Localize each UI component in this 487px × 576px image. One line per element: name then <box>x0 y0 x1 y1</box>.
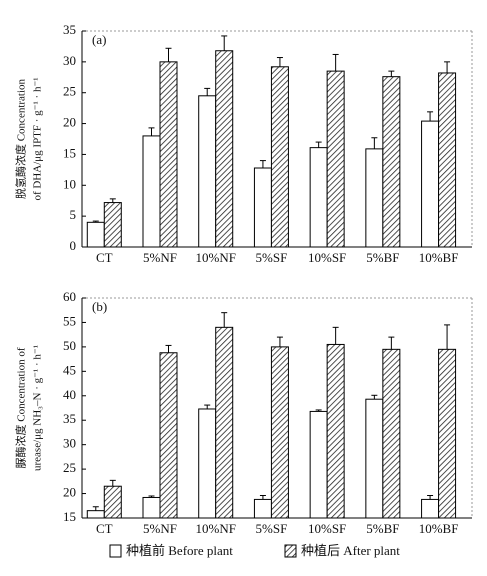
legend-swatch <box>109 544 122 558</box>
bar <box>382 76 401 248</box>
bar <box>270 346 289 519</box>
y-tick-label: 50 <box>63 338 76 353</box>
x-tick-label: 10%BF <box>419 250 459 265</box>
bar <box>253 498 272 519</box>
bar <box>270 66 289 248</box>
x-tick-label: 10%NF <box>195 250 235 265</box>
y-axis-label: 脱氢酶浓度 Concentration <box>14 78 28 199</box>
y-tick-label: 55 <box>63 313 76 328</box>
x-tick-label: CT <box>96 521 113 536</box>
bar <box>421 498 440 519</box>
x-tick-label: 5%BF <box>366 521 399 536</box>
bar <box>326 70 345 248</box>
bar <box>253 167 272 248</box>
panel-label: (b) <box>92 299 107 314</box>
bar <box>309 147 328 248</box>
x-tick-label: 5%SF <box>256 250 288 265</box>
bar <box>215 326 234 519</box>
x-tick-label: 5%SF <box>256 521 288 536</box>
bar <box>438 348 457 519</box>
bar <box>326 343 345 519</box>
y-tick-label: 0 <box>70 238 77 253</box>
y-axis-label: of DHA/μg IPTF · g⁻¹ · h⁻¹ <box>32 77 44 200</box>
bar <box>382 348 401 519</box>
y-tick-label: 15 <box>63 145 76 160</box>
bar <box>142 496 161 519</box>
bar <box>159 352 178 519</box>
x-tick-label: CT <box>96 250 113 265</box>
y-axis-label: urease/μg NH₃–N · g⁻¹ · h⁻¹ <box>32 345 44 471</box>
legend-label: 种植后 After plant <box>301 543 400 558</box>
y-tick-label: 25 <box>63 460 76 475</box>
x-tick-label: 10%BF <box>419 521 459 536</box>
bar <box>365 148 384 248</box>
y-tick-label: 10 <box>63 176 76 191</box>
bar <box>438 72 457 248</box>
bar <box>365 398 384 519</box>
y-tick-label: 5 <box>70 207 77 222</box>
x-tick-label: 5%NF <box>143 521 177 536</box>
bar <box>86 221 105 248</box>
y-tick-label: 30 <box>63 436 76 451</box>
y-tick-label: 25 <box>63 84 76 99</box>
bar <box>142 135 161 248</box>
y-tick-label: 45 <box>63 362 76 377</box>
x-tick-label: 5%BF <box>366 250 399 265</box>
y-tick-label: 60 <box>63 289 76 304</box>
bar <box>159 61 178 248</box>
bar <box>86 510 105 519</box>
x-tick-label: 5%NF <box>143 250 177 265</box>
y-tick-label: 35 <box>63 411 76 426</box>
y-tick-label: 35 <box>63 22 76 37</box>
bar <box>421 120 440 248</box>
x-tick-label: 10%SF <box>308 250 346 265</box>
y-tick-label: 20 <box>63 115 76 130</box>
bar <box>103 202 122 248</box>
bar <box>215 50 234 248</box>
legend-label: 种植前 Before plant <box>126 543 233 558</box>
y-tick-label: 30 <box>63 53 76 68</box>
y-tick-label: 40 <box>63 387 76 402</box>
legend-swatch <box>284 544 297 558</box>
panel-label: (a) <box>92 32 106 47</box>
x-tick-label: 10%NF <box>195 521 235 536</box>
bar <box>198 95 217 248</box>
bar <box>103 485 122 519</box>
y-tick-label: 15 <box>63 509 76 524</box>
bar <box>309 410 328 519</box>
y-axis-label: 脲酶浓度 Concentration of <box>14 347 28 468</box>
bar <box>198 408 217 519</box>
y-tick-label: 20 <box>63 485 76 500</box>
x-tick-label: 10%SF <box>308 521 346 536</box>
